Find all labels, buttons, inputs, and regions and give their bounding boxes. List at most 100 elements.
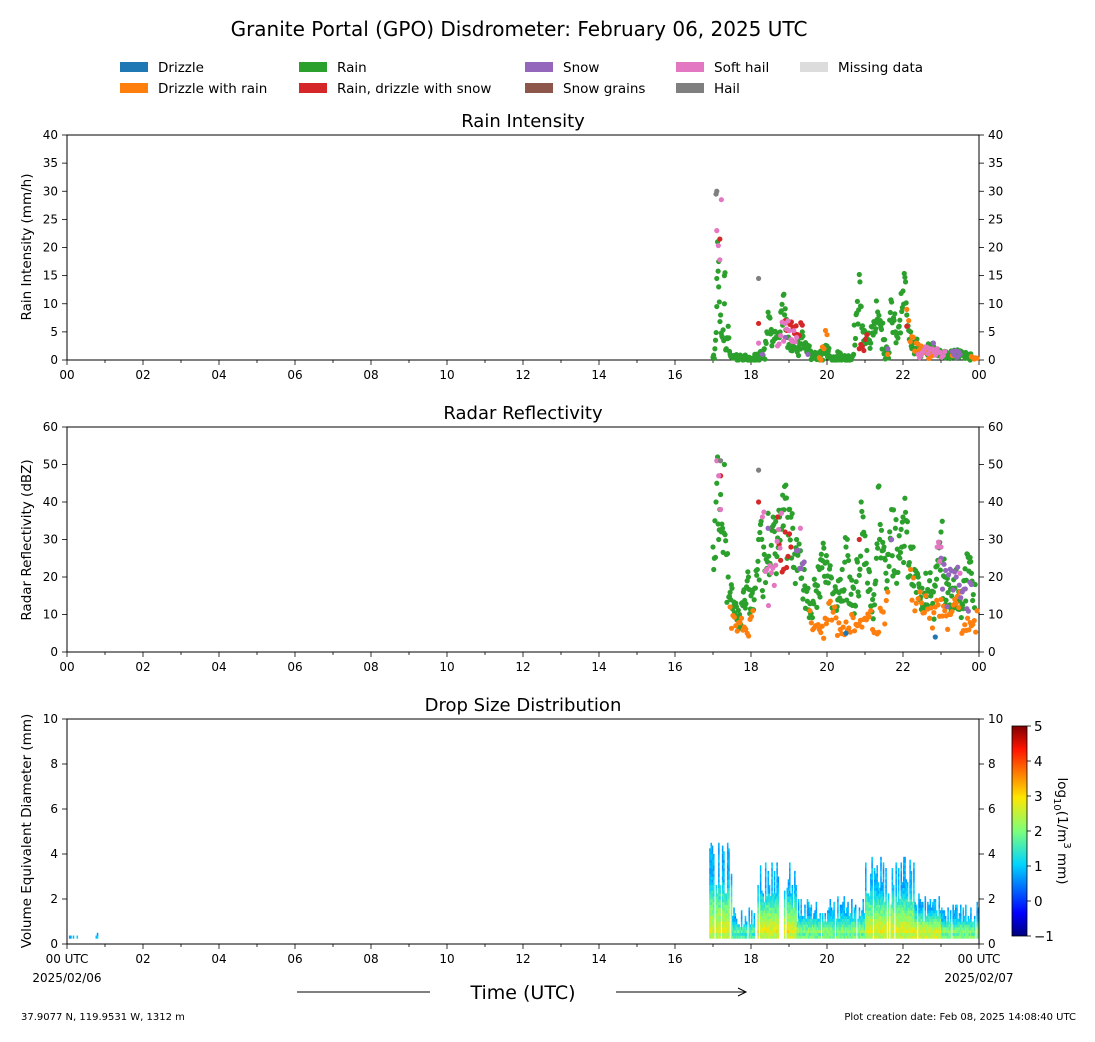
dsd-cell	[925, 918, 928, 922]
dsd-cell	[904, 921, 906, 925]
dsd-cell	[713, 932, 715, 936]
dsd-cell	[806, 929, 809, 934]
dsd-cell	[933, 924, 935, 928]
dsd-cell	[849, 913, 852, 917]
dsd-cell	[724, 915, 726, 919]
dsd-cell	[904, 907, 906, 911]
dsd-cell	[884, 907, 886, 911]
dsd-cell	[772, 893, 775, 897]
dsd-cell	[789, 921, 791, 925]
dsd-cell	[843, 913, 846, 917]
dsd-cell	[929, 915, 932, 919]
dsd-cell	[924, 929, 927, 934]
dsd-cell	[910, 901, 913, 905]
dsd-cell	[929, 918, 932, 922]
dsd-cell	[954, 932, 957, 936]
dsd-cell	[866, 896, 868, 900]
data-point	[756, 275, 762, 282]
dsd-cell	[745, 929, 748, 934]
dsd-cell	[895, 884, 897, 889]
dsd-cell	[830, 935, 833, 939]
dsd-cell	[904, 868, 906, 872]
dsd-cell	[713, 899, 715, 903]
dsd-cell	[742, 932, 744, 936]
dsd-cell	[757, 893, 759, 897]
dsd-cell	[709, 929, 711, 934]
dsd-cell	[832, 924, 834, 928]
data-point	[713, 329, 719, 336]
dsd-cell	[897, 873, 900, 877]
data-point	[867, 586, 873, 593]
dsd-cell	[865, 915, 867, 919]
dsd-cell	[924, 904, 927, 908]
dsd-cell	[719, 915, 721, 919]
dsd-cell	[821, 913, 824, 917]
dsd-cell	[709, 856, 711, 860]
dsd-cell	[730, 932, 733, 936]
dsd-cell	[961, 924, 963, 928]
dsd-cell	[949, 915, 952, 919]
dsd-cell	[710, 918, 713, 922]
dsd-cell	[840, 932, 843, 936]
dsd-cell	[953, 924, 956, 928]
dsd-cell	[721, 848, 724, 852]
dsd-cell	[908, 935, 910, 939]
dsd-cell	[811, 918, 814, 922]
legend-swatch	[120, 62, 148, 72]
dsd-cell	[726, 893, 729, 897]
dsd-cell	[922, 924, 924, 928]
dsd-cell	[853, 907, 856, 911]
dsd-cell	[718, 851, 720, 855]
dsd-cell	[867, 910, 870, 914]
dsd-cell	[849, 924, 852, 928]
dsd-cell	[759, 932, 762, 936]
dsd-cell	[901, 907, 904, 911]
dsd-cell	[795, 901, 797, 905]
dsd-cell	[880, 893, 882, 897]
dsd-cell	[772, 899, 775, 903]
dsd-cell	[847, 935, 849, 939]
dsd-cell	[954, 921, 957, 925]
dsd-cell	[865, 935, 867, 939]
dsd-cell	[833, 932, 835, 936]
dsd-cell	[942, 927, 944, 931]
data-point	[854, 298, 861, 304]
data-point	[887, 529, 893, 535]
dsd-cell	[828, 915, 830, 919]
data-point	[805, 585, 811, 591]
dsd-title: Drop Size Distribution	[425, 695, 622, 716]
data-point	[917, 589, 923, 595]
dsd-cell	[726, 851, 729, 855]
dsd-cell	[846, 927, 848, 931]
legend-swatch	[676, 62, 704, 72]
dsd-cell	[810, 932, 813, 936]
dsd-cell	[938, 918, 941, 922]
dsd-cell	[895, 921, 897, 925]
dsd-cell	[878, 890, 881, 894]
dsd-cell	[710, 899, 713, 903]
dsd-cell	[724, 918, 726, 922]
dsd-cell	[718, 854, 720, 858]
dsd-cell	[783, 910, 786, 914]
dsd-cell	[761, 918, 763, 922]
dsd-cell	[852, 927, 854, 931]
data-point	[836, 620, 842, 626]
dsd-cell	[875, 907, 877, 911]
dsd-cell	[762, 929, 764, 934]
data-point	[734, 628, 740, 634]
x-tick-label: 08	[363, 660, 378, 674]
dsd-cell	[920, 904, 923, 908]
dsd-cell	[773, 890, 776, 894]
dsd-cell	[882, 932, 885, 936]
dsd-cell	[808, 921, 810, 925]
dsd-cell	[728, 882, 730, 886]
dsd-cell	[787, 879, 790, 883]
dsd-cell	[854, 907, 857, 911]
dsd-cell	[906, 901, 909, 905]
dsd-cell	[766, 921, 768, 925]
dsd-cell	[890, 924, 892, 928]
dsd-cell	[773, 904, 776, 908]
dsd-cell	[821, 927, 824, 931]
dsd-cell	[865, 929, 867, 934]
dsd-cell	[808, 907, 810, 911]
